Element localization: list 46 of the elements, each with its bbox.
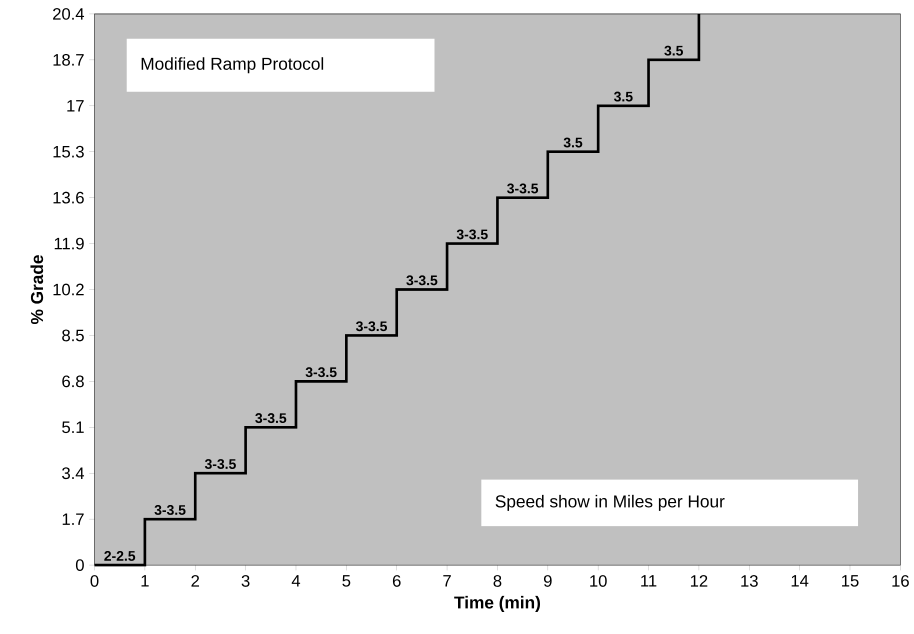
annotation: 3-3.5 <box>154 505 186 516</box>
y-tick-label: 17 <box>67 100 84 112</box>
x-tick-label: 3 <box>242 575 250 587</box>
y-tick-label: 10.2 <box>54 284 84 296</box>
x-tick-label: 13 <box>741 575 758 587</box>
x-tick-label: 1 <box>142 575 149 587</box>
y-tick-label: 20.4 <box>53 8 84 20</box>
x-tick-label: 10 <box>590 575 607 587</box>
x-tick-label: 12 <box>690 575 708 587</box>
x-tick-label: 14 <box>792 575 808 587</box>
y-tick-label: 11.9 <box>54 238 84 250</box>
annotation: Speed show in Miles per Hour <box>496 494 725 512</box>
y-tick-label: 3.4 <box>62 467 84 480</box>
annotation: 3.5 <box>614 92 633 102</box>
annotation: 2-2.5 <box>104 551 136 561</box>
x-tick-label: 5 <box>342 575 350 587</box>
x-tick-label: 0 <box>90 575 98 587</box>
x-tick-label: 4 <box>292 575 300 587</box>
y-tick-label: 5.1 <box>62 422 84 434</box>
x-tick-label: 11 <box>641 575 656 587</box>
y-tick-label: 13.6 <box>54 192 84 204</box>
annotation: 3-3.5 <box>356 321 387 332</box>
y-tick-label: 15.3 <box>54 146 84 158</box>
x-tick-label: 2 <box>191 575 200 587</box>
annotation: 3-3.5 <box>204 459 236 470</box>
y-tick-label: 0 <box>76 559 84 572</box>
y-tick-label: 18.7 <box>54 54 84 66</box>
y-tick-label: 1.7 <box>62 514 84 525</box>
y-tick-label: 8.5 <box>62 330 84 342</box>
x-tick-label: 16 <box>892 575 909 587</box>
x-tick-label: 15 <box>842 575 859 587</box>
annotation: 3.5 <box>564 138 582 148</box>
x-tick-label: 8 <box>494 575 502 587</box>
annotation: 3-3.5 <box>456 230 488 240</box>
annotation: 3.5 <box>664 46 683 56</box>
x-axis-title: Time (min) <box>454 596 540 612</box>
x-tick-label: 7 <box>443 575 451 587</box>
x-tick-label: 9 <box>544 575 552 587</box>
annotation: 3-3.5 <box>507 184 538 194</box>
text: Modified Ramp Protocol <box>142 57 324 74</box>
annotation: 3-3.5 <box>406 276 438 286</box>
x-tick-label: 6 <box>392 575 401 587</box>
y-tick-label: 6.8 <box>62 376 84 388</box>
annotation: 3-3.5 <box>255 413 286 424</box>
y-axis-title: % Grade <box>30 255 44 324</box>
annotation: 3-3.5 <box>306 367 337 378</box>
